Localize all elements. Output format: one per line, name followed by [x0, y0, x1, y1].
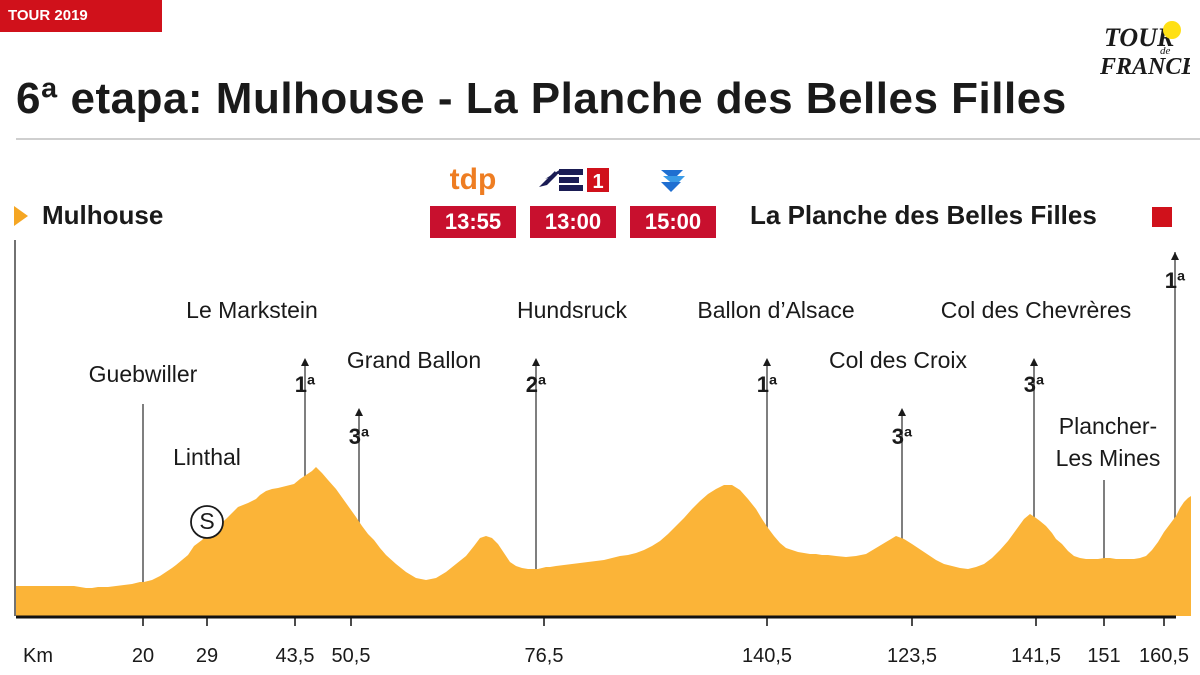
x-axis-unit-label: Km: [23, 645, 53, 667]
x-tick-label: 160,5: [1139, 645, 1189, 667]
climb-triangle-icon: [532, 358, 540, 366]
broadcast-time-eurosport-player: 15:00: [630, 206, 716, 238]
climb-category-la-planche-des-belles-filles: 1ª: [1165, 268, 1186, 293]
sprint-circle-icon: [190, 505, 224, 539]
climb-category-le-markstein: 1ª: [295, 372, 316, 397]
broadcast-time-tdp: 13:55: [430, 206, 516, 238]
climb-category-grand-ballon: 3ª: [349, 424, 370, 449]
svg-text:FRANCE: FRANCE: [1099, 54, 1190, 80]
waypoint-name-plancher-les-mines-line-1: Plancher-: [1059, 413, 1157, 439]
waypoint-name-le-markstein: Le Markstein: [186, 297, 318, 323]
svg-text:1: 1: [592, 171, 603, 193]
waypoint-name-linthal: Linthal: [173, 444, 241, 470]
start-city: Mulhouse: [42, 200, 164, 230]
x-tick-label: 43,5: [276, 645, 315, 667]
broadcast-time-eurosport: 13:00: [530, 206, 616, 238]
climb-category-hundsruck: 2ª: [526, 372, 547, 397]
climb-triangle-icon: [1030, 358, 1038, 366]
waypoint-name-guebwiller: Guebwiller: [89, 361, 198, 387]
climb-triangle-icon: [301, 358, 309, 366]
x-tick-label: 141,5: [1011, 645, 1061, 667]
climb-category-ballon-d-alsace: 1ª: [757, 372, 778, 397]
waypoint-name-grand-ballon: Grand Ballon: [347, 347, 481, 373]
climb-category-col-des-croix: 3ª: [892, 424, 913, 449]
svg-text:TOUR: TOUR: [1104, 23, 1174, 52]
climb-triangle-icon: [355, 408, 363, 416]
x-tick-label: 140,5: [742, 645, 792, 667]
finish-square-icon: [1152, 207, 1172, 227]
sprint-label: S: [199, 508, 214, 534]
climb-triangle-icon: [1171, 252, 1179, 260]
elevation-profile-area: [16, 467, 1191, 616]
start-triangle-icon: [14, 206, 28, 226]
finish-city: La Planche des Belles Filles: [750, 200, 1097, 230]
climb-category-col-des-chevr-res: 3ª: [1024, 372, 1045, 397]
waypoint-name-col-des-croix: Col des Croix: [829, 347, 968, 373]
title-divider: [16, 138, 1200, 140]
tour-de-france-logo: TOUR de FRANCE: [1098, 16, 1197, 82]
page-title: 6ª etapa: Mulhouse - La Planche des Bell…: [16, 74, 1067, 123]
svg-text:de: de: [1160, 45, 1171, 57]
x-tick-label: 20: [132, 645, 154, 667]
tdp-logo: tdp: [449, 163, 497, 196]
eurosport-player-logo: [630, 164, 716, 196]
waypoint-name-col-des-chevr-res: Col des Chevrères: [941, 297, 1131, 323]
x-tick-label: 151: [1087, 645, 1120, 667]
edition-tag: TOUR 2019: [0, 0, 162, 32]
waypoint-name-plancher-les-mines-line-2: Les Mines: [1056, 445, 1161, 471]
x-tick-label: 50,5: [332, 645, 371, 667]
climb-triangle-icon: [898, 408, 906, 416]
climb-triangle-icon: [763, 358, 771, 366]
waypoint-name-ballon-d-alsace: Ballon d’Alsace: [697, 297, 854, 323]
x-tick-label: 123,5: [887, 645, 937, 667]
x-tick-label: 76,5: [525, 645, 564, 667]
eurosport-1-logo: 1: [530, 164, 616, 196]
waypoint-name-hundsruck: Hundsruck: [517, 297, 627, 323]
x-tick-label: 29: [196, 645, 218, 667]
